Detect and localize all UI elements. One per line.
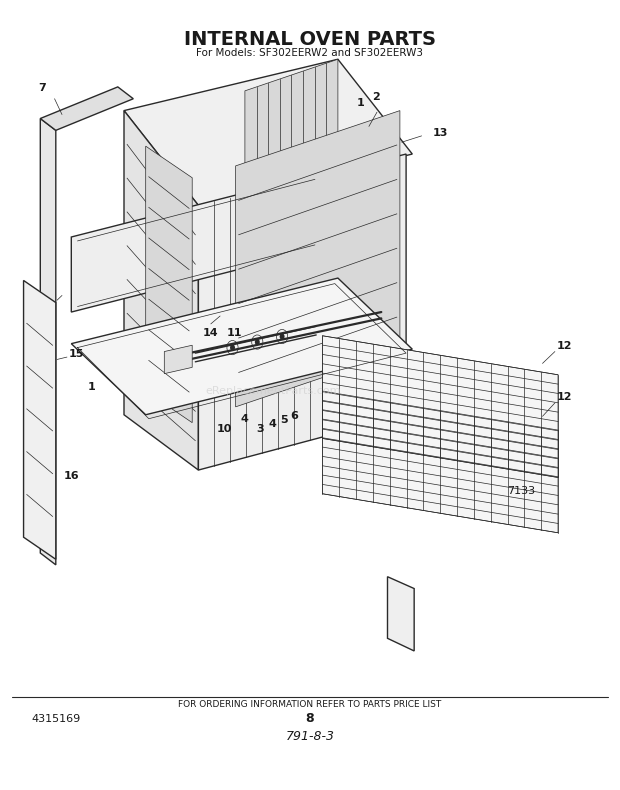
Text: FOR ORDERING INFORMATION REFER TO PARTS PRICE LIST: FOR ORDERING INFORMATION REFER TO PARTS … [179,700,441,709]
Text: 8: 8 [306,713,314,725]
Text: 2: 2 [373,92,380,102]
Polygon shape [322,336,558,477]
Text: 16: 16 [63,471,79,480]
Text: INTERNAL OVEN PARTS: INTERNAL OVEN PARTS [184,30,436,49]
Text: 1: 1 [357,98,365,107]
Text: 1: 1 [88,382,95,392]
Polygon shape [24,280,56,559]
Polygon shape [124,111,198,470]
Polygon shape [198,154,406,470]
Text: 13: 13 [433,128,448,137]
Circle shape [255,339,260,345]
Text: 4: 4 [269,419,277,429]
Text: 7: 7 [38,84,46,93]
Polygon shape [236,111,400,407]
Text: 5: 5 [280,416,288,425]
Circle shape [280,333,285,340]
Text: 12: 12 [557,393,572,402]
Polygon shape [388,577,414,651]
Polygon shape [164,345,192,374]
Polygon shape [71,174,319,312]
Polygon shape [245,59,338,182]
Text: For Models: SF302EERW2 and SF302EERW3: For Models: SF302EERW2 and SF302EERW3 [197,48,423,58]
Polygon shape [40,118,56,565]
Circle shape [230,344,235,351]
Text: 15: 15 [69,349,84,359]
Text: 12: 12 [557,341,572,351]
Text: eReplacementParts.com: eReplacementParts.com [205,386,340,396]
Polygon shape [40,87,133,130]
Text: 14: 14 [203,329,219,338]
Text: 4: 4 [241,414,249,423]
Polygon shape [71,278,412,415]
Polygon shape [322,391,558,532]
Polygon shape [124,59,412,205]
Polygon shape [146,146,192,423]
Text: 10: 10 [217,424,232,434]
Text: 3: 3 [257,424,264,434]
Text: 11: 11 [227,329,242,338]
Text: 6: 6 [291,411,298,420]
Text: 791-8-3: 791-8-3 [285,730,335,743]
Text: 4315169: 4315169 [31,714,81,724]
Text: 7133: 7133 [507,487,535,496]
